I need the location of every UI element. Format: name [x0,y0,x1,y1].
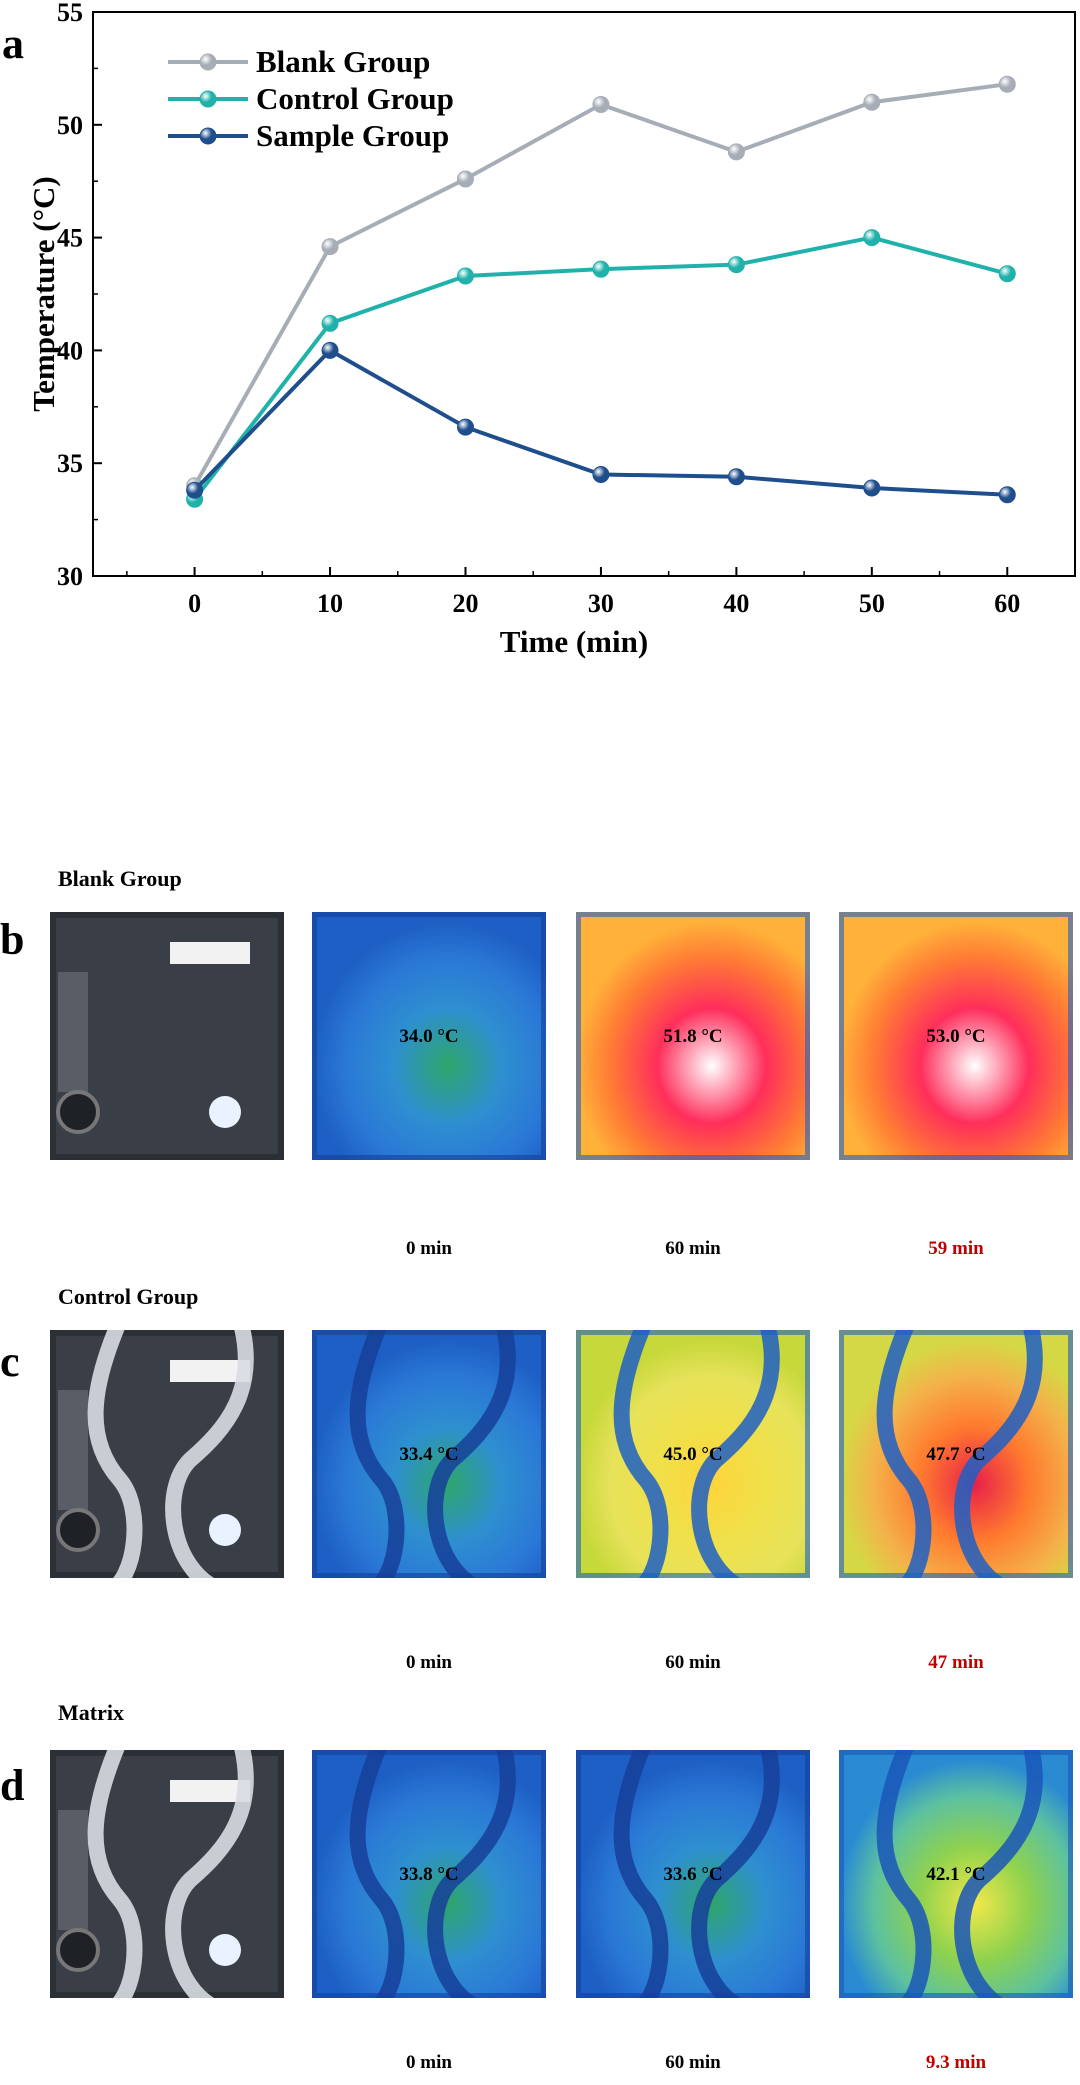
temperature-line-chart: 30 35 40 45 50 55 0 10 20 30 40 50 60 Time (min) Tempe… [26,0,1076,659]
photo-matrix-device [50,1750,284,1998]
y-tick-label: 45 [57,224,83,253]
thermal-image-matrix-60min: 33.6 °C [576,1750,810,1998]
legend-label: Sample Group [256,118,449,153]
data-point [456,418,474,436]
time-label: 0 min [406,1238,452,1259]
data-point [998,75,1016,93]
data-point [998,486,1016,504]
time-label: 0 min [406,2052,452,2073]
data-point [727,256,745,274]
data-point [998,265,1016,283]
temperature-readout: 34.0 °C [399,1026,459,1048]
data-point [592,260,610,278]
photo-blank-device [50,912,284,1160]
data-point [863,229,881,247]
thermal-image-control-47min: 47.7 °C [839,1330,1073,1578]
data-point [456,170,474,188]
data-point [592,95,610,113]
x-tick-label: 50 [859,589,885,618]
thermal-image-control-0min: 33.4 °C [312,1330,546,1578]
y-tick-label: 50 [57,111,83,140]
panel-label-a: a [2,19,24,68]
group-title-blank: Blank Group [58,866,182,891]
group-title-matrix: Matrix [58,1700,124,1725]
legend-label: Control Group [256,81,454,116]
data-point [321,341,339,359]
data-point [727,143,745,161]
temperature-readout: 45.0 °C [663,1444,723,1466]
x-tick-label: 20 [452,589,478,618]
y-axis-label: Temperature (°C) [26,176,61,411]
thermal-image-blank-59min: 53.0 °C [839,912,1073,1160]
panel-label-c: c [0,1337,20,1386]
time-label-peak: 9.3 min [925,2052,987,2073]
temperature-readout: 53.0 °C [926,1026,986,1048]
y-tick-label: 30 [57,562,83,591]
data-point [727,468,745,486]
thermal-image-blank-60min: 51.8 °C [576,912,810,1160]
panel-label-d: d [0,1761,25,1810]
temperature-readout: 47.7 °C [926,1444,986,1466]
time-label: 60 min [665,1652,721,1673]
x-tick-label: 60 [994,589,1020,618]
data-point [186,481,204,499]
x-axis-label: Time (min) [500,624,648,659]
photo-control-device [50,1330,284,1578]
thermal-image-control-60min: 45.0 °C [576,1330,810,1578]
group-title-control: Control Group [58,1284,199,1309]
data-point [321,314,339,332]
legend-label: Blank Group [256,44,430,79]
x-tick-label: 10 [317,589,343,618]
temperature-readout: 51.8 °C [663,1026,723,1048]
temperature-readout: 33.8 °C [399,1864,459,1886]
data-point [863,93,881,111]
temperature-readout: 33.4 °C [399,1444,459,1466]
data-point [592,465,610,483]
time-label: 0 min [406,1652,452,1673]
y-tick-label: 35 [57,449,83,478]
x-tick-label: 30 [588,589,614,618]
thermal-image-blank-0min: 34.0 °C [312,912,546,1160]
data-point [456,267,474,285]
time-label: 60 min [665,1238,721,1259]
legend-marker [199,127,217,145]
thermal-image-matrix-9-3min: 42.1 °C [839,1750,1073,1998]
time-label: 60 min [665,2052,721,2073]
x-tick-label: 0 [188,589,201,618]
x-tick-label: 40 [723,589,749,618]
y-tick-label: 40 [57,336,83,365]
time-label-peak: 47 min [928,1652,984,1673]
data-point [863,479,881,497]
legend-marker [199,90,217,108]
time-label-peak: 59 min [928,1238,984,1259]
temperature-readout: 33.6 °C [663,1864,723,1886]
y-tick-label: 55 [57,0,83,27]
legend-marker [199,53,217,71]
panel-label-b: b [0,915,25,964]
thermal-image-matrix-0min: 33.8 °C [312,1750,546,1998]
temperature-readout: 42.1 °C [926,1864,986,1886]
data-point [321,238,339,256]
